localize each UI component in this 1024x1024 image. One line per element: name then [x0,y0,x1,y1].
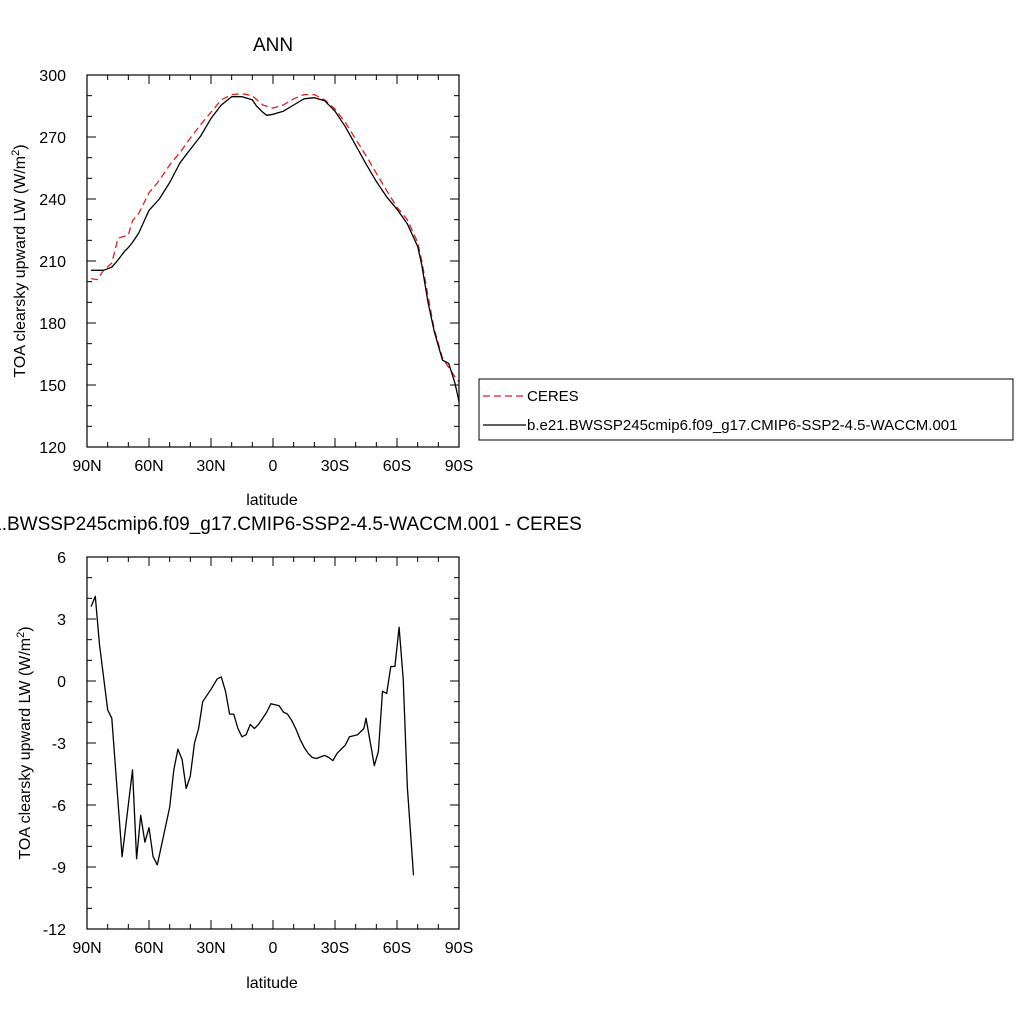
bottom-ticks: 90N 60N 30N 0 30S 60S 90S -12 -9 -6 -3 0 3 6 [43,550,473,957]
top-x-tick-label: 30N [196,458,225,475]
bottom-x-tick-label: 30S [321,940,349,957]
bottom-y-tick-label: 3 [57,612,66,629]
bottom-x-tick-label: 30N [196,940,225,957]
top-y-axis-label: TOA clearsky upward LW (W/m2) [10,144,29,377]
top-y-tick-label: 270 [39,130,66,147]
top-panel: ANN 90N 60N 30N 0 30S 60S 90S 120 150 180 210 240 27… [10,35,473,509]
top-y-axis-label-main: TOA clearsky upward LW (W/m [12,156,29,378]
top-y-tick-label: 300 [39,68,66,85]
top-x-tick-label: 60S [383,458,411,475]
bottom-x-tick-label: 90S [445,940,473,957]
bottom-y-tick-label: -12 [43,922,66,939]
legend-label-ceres: CERES [527,388,579,405]
bottom-y-tick-label: 6 [57,550,66,567]
top-y-tick-label: 240 [39,192,66,209]
top-y-tick-label: 150 [39,378,66,395]
bottom-panel: b.e21.BWSSP245cmip6.f09_g17.CMIP6-SSP2-4… [0,514,582,992]
top-series-line-model [91,96,460,402]
top-y-axis-label-sup: 2 [10,150,22,156]
bottom-y-axis-label-sup: 2 [15,632,27,638]
top-plot-frame [86,74,460,448]
top-ticks: 90N 60N 30N 0 30S 60S 90S 120 150 180 210 240 270 300 [39,68,473,475]
top-x-tick-label: 0 [269,458,278,475]
bottom-x-axis-label: latitude [246,975,298,992]
bottom-x-tick-label: 90N [72,940,101,957]
legend-label-model: b.e21.BWSSP245cmip6.f09_g17.CMIP6-SSP2-4… [527,417,957,434]
top-x-axis-label: latitude [246,492,298,509]
bottom-x-tick-label: 0 [269,940,278,957]
bottom-series [90,595,415,876]
top-y-tick-label: 180 [39,316,66,333]
bottom-y-tick-label: 0 [57,674,66,691]
bottom-y-axis-label-main: TOA clearsky upward LW (W/m [17,638,34,860]
top-y-tick-label: 210 [39,254,66,271]
legend-box [478,378,1014,441]
bottom-plot-frame [86,556,460,930]
top-x-tick-label: 60N [134,458,163,475]
top-y-tick-label: 120 [39,440,66,457]
bottom-series-line-difference [90,595,415,876]
bottom-x-tick-label: 60S [383,940,411,957]
top-series [90,92,460,402]
bottom-y-axis-label: TOA clearsky upward LW (W/m2) [15,626,34,859]
legend: CERES b.e21.BWSSP245cmip6.f09_g17.CMIP6-… [478,378,1014,441]
bottom-x-tick-label: 60N [134,940,163,957]
top-x-tick-label: 30S [321,458,349,475]
bottom-y-tick-label: -9 [52,860,66,877]
bottom-y-tick-label: -6 [52,798,66,815]
bottom-y-tick-label: -3 [52,736,66,753]
bottom-y-axis-label-tail: ) [17,626,34,631]
bottom-chart-title: b.e21.BWSSP245cmip6.f09_g17.CMIP6-SSP2-4… [0,514,582,535]
top-y-axis-label-tail: ) [12,144,29,149]
top-x-tick-label: 90N [72,458,101,475]
top-chart-title: ANN [253,35,293,56]
top-x-tick-label: 90S [445,458,473,475]
top-series-line-ceres [90,92,460,383]
